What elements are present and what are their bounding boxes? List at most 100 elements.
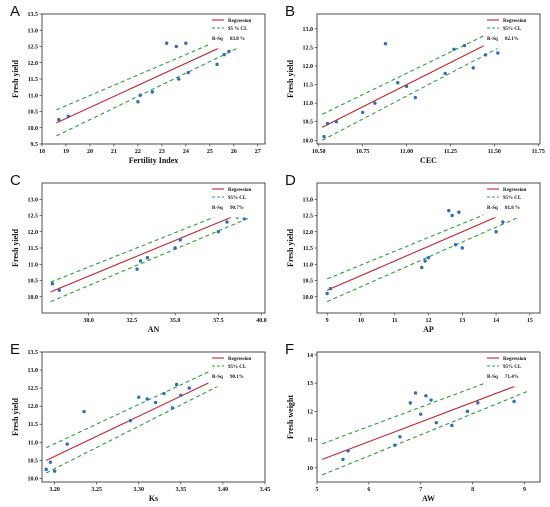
data-point — [452, 47, 456, 51]
x-tick-label: 27 — [255, 149, 261, 155]
y-tick-label: 13.5 — [28, 12, 39, 18]
data-point — [383, 42, 388, 46]
legend-rsq-value: 81.8 % — [505, 206, 520, 211]
x-tick-label: 11.50 — [488, 149, 501, 155]
ci-lower-line — [321, 391, 528, 476]
data-point — [153, 400, 158, 405]
legend-rsq-value: 71.4% — [505, 375, 519, 380]
y-tick-label: 11.5 — [28, 77, 38, 83]
data-point — [334, 120, 339, 124]
scatter-plot: 9 10 11 12 13 14 15 10.0 10.5 11.0 11.5 12.0 12.5 13.… — [286, 182, 541, 334]
x-tick-label: 30.0 — [83, 318, 94, 324]
y-tick-label: 13.0 — [303, 197, 314, 203]
data-point — [465, 409, 470, 414]
data-point — [462, 43, 467, 48]
y-axis-label: Fresh yield — [286, 60, 295, 98]
data-point — [420, 265, 424, 270]
scatter-plot: 10.50 10.75 11.00 11.25 11.50 11.75 10.0 10.5 11… — [286, 13, 545, 165]
data-point — [215, 62, 219, 67]
y-tick-label: 12.0 — [28, 404, 39, 410]
x-tick-label: 6 — [367, 487, 370, 493]
data-point — [57, 288, 61, 292]
data-point — [174, 44, 178, 49]
x-tick-label: 3.45 — [260, 487, 271, 493]
x-tick-label: 19 — [63, 149, 69, 155]
data-point — [242, 217, 246, 221]
x-tick-label: 22 — [135, 149, 141, 155]
x-axis-label: AP — [423, 325, 434, 334]
legend-ci-label: 95% CL — [228, 196, 247, 201]
y-tick-label: 13 — [307, 381, 313, 387]
data-point — [138, 259, 143, 263]
chart-panel-f: F 5 6 7 8 9 10 11 12 13 14 AW Fresh weight Regression… — [275, 338, 550, 507]
legend-rsq-label: R-Sq — [487, 37, 498, 42]
data-point — [325, 291, 329, 296]
y-tick-label: 11.5 — [303, 83, 313, 89]
panel-letter: C — [10, 172, 21, 189]
data-point — [179, 393, 183, 398]
y-tick-label: 9.5 — [31, 142, 39, 148]
y-tick-label: 12.0 — [28, 61, 39, 67]
x-tick-label: 3.20 — [49, 487, 60, 493]
legend-regression-label: Regression — [503, 357, 526, 362]
data-point — [373, 101, 377, 105]
chart-panel-c: C 30.0 32.5 35.0 37.5 40.0 10.0 10.5 11.0 11.5 12.… — [0, 169, 275, 338]
data-point — [424, 394, 428, 398]
regression-line — [45, 369, 236, 461]
y-tick-label: 10.5 — [28, 279, 39, 285]
y-axis-label: Fresh weight — [286, 395, 295, 439]
x-tick-label: 40.0 — [256, 318, 267, 324]
data-point — [398, 435, 402, 439]
legend-rsq-value: 90.1% — [230, 375, 244, 380]
x-tick-label: 32.5 — [127, 318, 138, 324]
y-tick-label: 11.0 — [28, 262, 38, 268]
data-point — [145, 256, 150, 260]
data-point — [341, 457, 345, 462]
y-tick-label: 10.0 — [28, 476, 39, 482]
data-point — [216, 230, 221, 234]
data-point — [483, 53, 488, 57]
y-axis-label: Fresh yield — [11, 229, 20, 267]
x-tick-label: 3.40 — [218, 487, 229, 493]
legend-regression-label: Regression — [228, 188, 251, 193]
data-point — [429, 398, 433, 402]
data-point — [184, 41, 188, 45]
regression-line — [321, 381, 528, 460]
x-tick-label: 5 — [316, 487, 319, 493]
y-tick-label: 11.5 — [303, 246, 313, 252]
chart-panel-b: B 10.50 10.75 11.00 11.25 11.50 11.75 10.0 10.5 1… — [275, 0, 550, 169]
data-point — [186, 70, 190, 75]
legend-regression-label: Regression — [228, 357, 251, 362]
regression-line — [50, 208, 252, 293]
y-tick-label: 13.0 — [28, 28, 39, 34]
x-tick-label: 24 — [183, 149, 189, 155]
data-point — [360, 110, 365, 115]
legend-rsq-label: R-Sq — [212, 375, 223, 380]
y-tick-label: 12.0 — [303, 230, 314, 236]
ci-lower-line — [45, 376, 236, 474]
data-point — [512, 399, 516, 404]
y-tick-label: 11.0 — [303, 262, 313, 268]
data-point — [225, 220, 229, 224]
x-tick-label: 3.35 — [176, 487, 187, 493]
x-tick-label: 35.0 — [170, 318, 181, 324]
data-point — [393, 443, 397, 447]
panel-letter: D — [285, 172, 296, 189]
data-point — [476, 401, 480, 405]
x-tick-label: 3.30 — [134, 487, 145, 493]
x-axis-label: CEC — [420, 156, 437, 165]
data-point — [501, 220, 505, 224]
data-point — [496, 51, 500, 55]
y-tick-label: 10.5 — [28, 110, 39, 116]
y-tick-label: 12.5 — [303, 45, 314, 51]
y-tick-label: 11.0 — [28, 440, 38, 446]
x-axis-label: AW — [422, 494, 435, 503]
legend-ci-label: 95% CL — [503, 27, 522, 32]
data-point — [128, 418, 133, 423]
data-point — [136, 100, 140, 104]
data-point — [44, 467, 48, 472]
data-point — [135, 267, 139, 271]
data-point — [52, 469, 57, 473]
data-point — [57, 117, 61, 122]
data-point — [176, 77, 181, 81]
